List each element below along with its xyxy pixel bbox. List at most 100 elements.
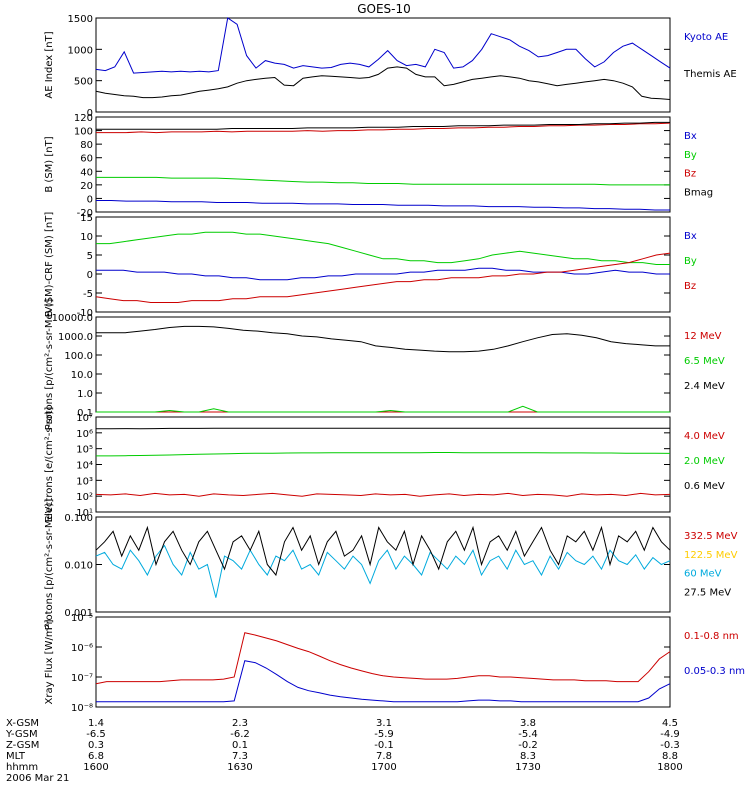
panel-frame-b xyxy=(95,116,671,213)
legend-b-2: Bz xyxy=(684,169,696,180)
legend-protons1-2: 2.4 MeV xyxy=(684,381,725,392)
legend-b-0: Bx xyxy=(684,131,697,142)
ylabel-xray: Xray Flux [W/m²] xyxy=(44,619,55,704)
footer-value: 4.5 xyxy=(662,718,678,729)
ytick-label-protons1: 1000.0 xyxy=(58,332,93,343)
ytick-label-electrons: 10⁷ xyxy=(76,413,93,424)
footer-value: -0.3 xyxy=(660,740,680,751)
ytick-label-b: 80 xyxy=(80,140,93,151)
series-line-electrons-2 xyxy=(96,427,670,430)
legend-xray-0: 0.1-0.8 nm xyxy=(684,631,739,642)
series-line-electrons-1 xyxy=(96,452,671,457)
ytick-label-electrons: 10⁶ xyxy=(76,429,93,440)
series-line-b-1 xyxy=(96,176,670,186)
ytick-label-ae: 1500 xyxy=(68,14,93,25)
panel-frame-electrons xyxy=(95,416,671,513)
panel-frame-bdiff xyxy=(95,216,671,313)
page-title: GOES-10 xyxy=(357,2,411,16)
footer-value: 1600 xyxy=(83,762,108,773)
legend-ae-0: Kyoto AE xyxy=(684,32,728,43)
footer-value: 1.4 xyxy=(88,718,104,729)
ytick-label-bdiff: 0 xyxy=(87,270,93,281)
ytick-label-protons1: 100.0 xyxy=(64,351,93,362)
series-line-electrons-0 xyxy=(95,492,671,497)
ytick-label-xray: 10⁻⁵ xyxy=(71,613,93,624)
panel-frame-xray xyxy=(95,616,671,708)
footer-value: 1630 xyxy=(227,762,252,773)
series-line-bdiff-0 xyxy=(96,267,670,281)
ytick-label-electrons: 10⁴ xyxy=(76,461,93,472)
footer-value: 0.1 xyxy=(232,740,248,751)
ytick-label-electrons: 10³ xyxy=(76,476,93,487)
ylabel-bdiff: B (SM)-CRF (SM) [nT] xyxy=(44,212,55,318)
footer-row-label: X-GSM xyxy=(6,718,39,729)
footer-value: 7.3 xyxy=(232,751,248,762)
legend-protons2-3: 27.5 MeV xyxy=(684,587,731,598)
ytick-label-bdiff: 10 xyxy=(80,232,93,243)
legend-ae-1: Themis AE xyxy=(683,69,737,80)
ytick-label-protons1: 1.0 xyxy=(77,389,93,400)
footer-value: -0.2 xyxy=(518,740,538,751)
series-line-xray-0 xyxy=(95,632,671,685)
footer-value: -0.1 xyxy=(374,740,394,751)
footer-value: 3.8 xyxy=(520,718,536,729)
ytick-label-electrons: 10² xyxy=(76,492,93,503)
series-line-ae-1 xyxy=(95,66,671,100)
ytick-label-b: 100 xyxy=(74,127,93,138)
series-line-bdiff-2 xyxy=(95,252,671,303)
series-line-bdiff-1 xyxy=(96,231,670,265)
footer-value: 7.8 xyxy=(376,751,392,762)
ytick-label-protons2: 0.010 xyxy=(64,561,93,572)
ytick-label-ae: 1000 xyxy=(68,45,93,56)
footer-value: 1800 xyxy=(657,762,682,773)
ytick-label-electrons: 10⁵ xyxy=(76,445,93,456)
ytick-label-xray: 10⁻⁶ xyxy=(71,643,93,654)
footer-value: -4.9 xyxy=(660,729,680,740)
legend-electrons-2: 0.6 MeV xyxy=(684,481,725,492)
footer-value: 8.3 xyxy=(520,751,536,762)
legend-electrons-1: 2.0 MeV xyxy=(684,456,725,467)
footer-value: -5.9 xyxy=(374,729,394,740)
ytick-label-electrons: 10¹ xyxy=(76,508,93,519)
legend-xray-1: 0.05-0.3 nm xyxy=(684,666,745,677)
ytick-label-bdiff: -10 xyxy=(77,308,93,319)
ytick-label-bdiff: -5 xyxy=(83,289,93,300)
panel-frame-protons1 xyxy=(95,316,671,413)
footer-row-label: 2006 Mar 21 xyxy=(6,773,69,784)
ytick-label-b: -20 xyxy=(77,208,93,219)
series-line-b-2 xyxy=(96,122,671,134)
legend-protons2-1: 122.5 MeV xyxy=(684,550,738,561)
ytick-label-b: 60 xyxy=(80,154,93,165)
footer-value: -5.4 xyxy=(518,729,538,740)
footer-value: 8.8 xyxy=(662,751,678,762)
legend-protons2-2: 60 MeV xyxy=(684,569,722,580)
panel-frame-ae xyxy=(95,17,671,113)
ytick-label-ae: 0 xyxy=(87,108,93,119)
legend-electrons-0: 4.0 MeV xyxy=(684,431,725,442)
ytick-label-protons1: 0.1 xyxy=(77,408,93,419)
ytick-label-bdiff: 5 xyxy=(87,251,93,262)
legend-bdiff-1: By xyxy=(684,256,697,267)
ytick-label-protons2: 0.001 xyxy=(64,608,93,619)
ytick-label-b: 120 xyxy=(74,113,93,124)
footer-row-label: Y-GSM xyxy=(5,729,38,740)
ylabel-ae: AE Index [nT] xyxy=(44,31,55,98)
series-line-protons1-2 xyxy=(96,325,670,353)
ylabel-electrons: Electrons [e/(cm²-s-sr)] xyxy=(44,407,55,523)
ytick-label-b: 40 xyxy=(80,167,93,178)
legend-bdiff-2: Bz xyxy=(684,281,696,292)
ytick-label-b: 20 xyxy=(80,181,93,192)
footer-value: 1700 xyxy=(371,762,396,773)
ytick-label-bdiff: 15 xyxy=(80,213,93,224)
series-line-protons1-1 xyxy=(96,405,670,413)
ytick-label-xray: 10⁻⁷ xyxy=(71,673,93,684)
ylabel-protons2: Protons [p/(cm²-s-sr-MeV)] xyxy=(44,499,55,631)
ylabel-protons1: Protons [p/(cm²-s-sr-MeV)] xyxy=(44,299,55,431)
footer-value: 3.1 xyxy=(376,718,392,729)
ylabel-b: B (SM) [nT] xyxy=(44,136,55,192)
footer-row-label: hhmm xyxy=(6,762,38,773)
footer-value: -6.5 xyxy=(86,729,106,740)
series-line-b-0 xyxy=(96,200,670,211)
